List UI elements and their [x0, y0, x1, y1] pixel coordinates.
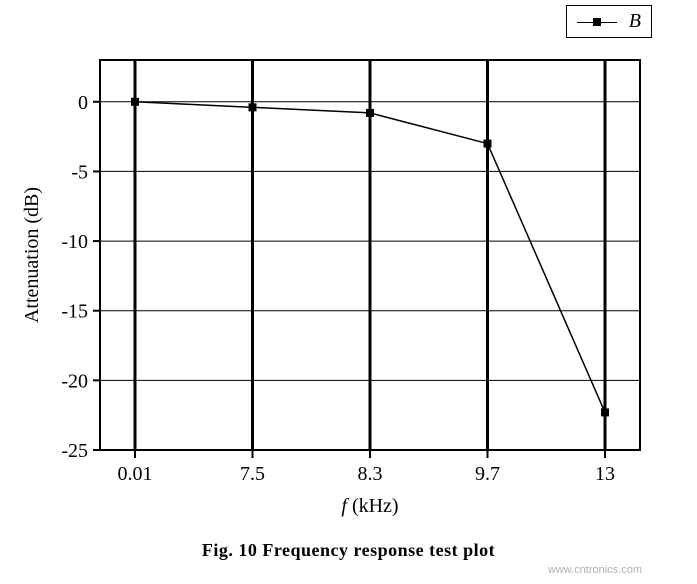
svg-text:-20: -20 [61, 370, 88, 392]
frequency-response-chart: 0 -5 -10 -15 -20 -25 0.01 7.5 8.3 9.7 13 f (kHz) Att… [0, 0, 697, 584]
svg-text:0.01: 0.01 [118, 463, 153, 485]
chart-svg: 0 -5 -10 -15 -20 -25 0.01 7.5 8.3 9.7 13 f (kHz) Att… [0, 0, 697, 584]
legend-sample [577, 17, 617, 27]
svg-text:f (kHz): f (kHz) [341, 495, 398, 517]
figure-caption: Fig. 10 Frequency response test plot [0, 540, 697, 561]
svg-text:7.5: 7.5 [240, 463, 265, 485]
svg-text:8.3: 8.3 [358, 463, 383, 485]
svg-text:-5: -5 [71, 161, 88, 183]
svg-text:13: 13 [595, 463, 615, 485]
svg-text:-15: -15 [61, 301, 88, 323]
svg-text:0: 0 [78, 92, 88, 114]
square-marker-icon [593, 18, 601, 26]
svg-text:-10: -10 [61, 231, 88, 253]
watermark: www.cntronics.com [548, 564, 642, 576]
svg-text:Attenuation (dB): Attenuation (dB) [21, 187, 43, 323]
legend: B [566, 5, 652, 38]
svg-text:-25: -25 [61, 440, 88, 462]
svg-text:9.7: 9.7 [475, 463, 500, 485]
legend-label: B [629, 10, 641, 33]
